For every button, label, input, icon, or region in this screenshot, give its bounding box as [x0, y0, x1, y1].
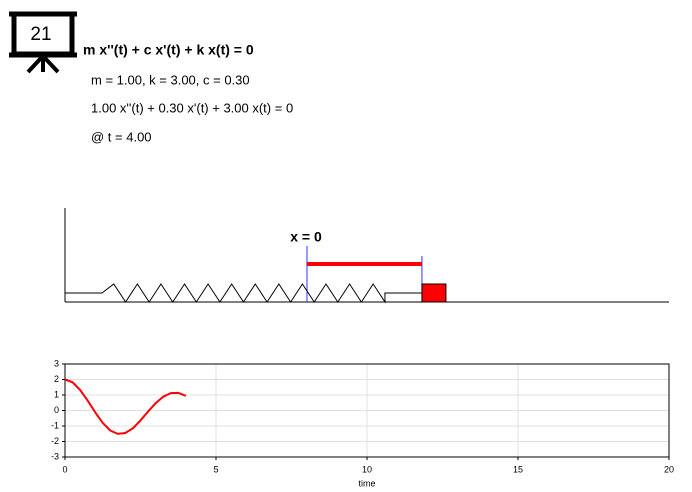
- x-tick-label: 15: [513, 464, 523, 474]
- y-tick-label: -2: [51, 436, 59, 446]
- instance: 1.00 x''(t) + 0.30 x'(t) + 3.00 x(t) = 0: [91, 100, 293, 115]
- x-tick-label: 5: [213, 464, 218, 474]
- x-axis-label: time: [358, 478, 375, 488]
- spring: [65, 283, 422, 304]
- y-tick-label: -1: [51, 420, 59, 430]
- equation: m x''(t) + c x'(t) + k x(t) = 0: [83, 42, 254, 58]
- origin-label: x = 0: [290, 229, 322, 245]
- y-tick-label: -3: [51, 451, 59, 461]
- mass: [421, 283, 447, 303]
- icon: [9, 11, 77, 74]
- y-tick-label: 0: [54, 405, 59, 415]
- chart: -3 -2 -1 0 1 2 3 0 5 10 15 20 time: [51, 358, 674, 488]
- time-label: @ t = 4.00: [91, 129, 152, 144]
- x-tick-label: 0: [62, 464, 67, 474]
- x-tick-label: 20: [664, 464, 674, 474]
- y-tick-label: 3: [54, 358, 59, 368]
- x-tick-label: 10: [362, 464, 372, 474]
- parameters: m = 1.00, k = 3.00, c = 0.30: [91, 72, 250, 87]
- spring-diagram: x = 0: [64, 208, 669, 304]
- data-line: [64, 378, 187, 435]
- y-tick-label: 2: [54, 374, 59, 384]
- y-tick-label: 1: [54, 389, 59, 399]
- plot-frame: [64, 363, 670, 458]
- icon-label: 21: [30, 24, 51, 45]
